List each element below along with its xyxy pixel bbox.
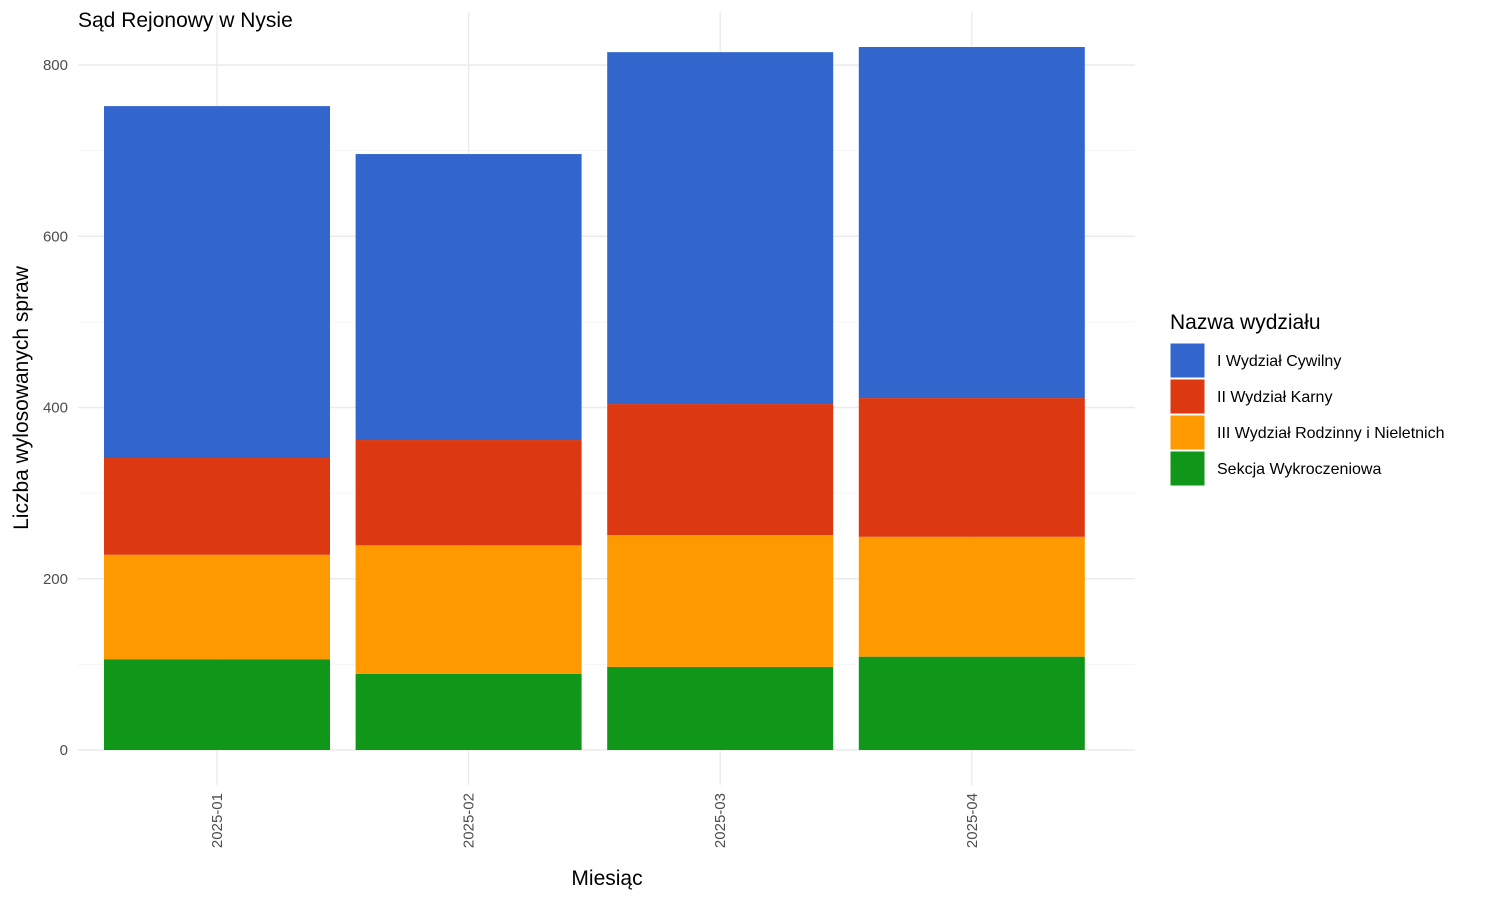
legend-key <box>1169 414 1206 451</box>
x-tick-label: 2025-02 <box>461 793 478 848</box>
bar-segment <box>858 47 1085 399</box>
legend-key <box>1169 378 1206 415</box>
legend-label: II Wydział Karny <box>1217 389 1332 406</box>
bars-group <box>104 47 1085 750</box>
bar-segment <box>104 106 330 459</box>
y-axis-ticks: 0 200 400 600 800 <box>43 57 68 759</box>
bar-segment <box>607 535 834 667</box>
legend: Nazwa wydziału I Wydział Cywilny II Wydzi… <box>1169 311 1445 487</box>
y-tick-label: 400 <box>43 400 68 417</box>
chart-title: Sąd Rejonowy w Nysie <box>78 9 293 32</box>
y-tick-label: 0 <box>60 742 68 759</box>
y-axis-title: Liczba wylosowanych spraw <box>10 265 33 530</box>
bar-segment <box>355 154 582 441</box>
legend-label: I Wydział Cywilny <box>1217 353 1341 370</box>
x-axis-ticks: 2025-01 2025-02 2025-03 2025-04 <box>209 793 981 848</box>
x-tick-label: 2025-01 <box>209 793 226 848</box>
bar-segment <box>858 656 1085 750</box>
legend-key <box>1169 342 1206 379</box>
bar-segment <box>607 404 834 536</box>
bar-segment <box>607 52 834 405</box>
y-tick-label: 800 <box>43 57 68 74</box>
y-tick-label: 200 <box>43 571 68 588</box>
bar-segment <box>858 398 1085 537</box>
bar-segment <box>104 554 330 660</box>
legend-label: III Wydział Rodzinny i Nieletnich <box>1217 425 1445 442</box>
bar-segment <box>104 659 330 750</box>
bar-segment <box>104 458 330 555</box>
legend-key <box>1169 450 1206 487</box>
bar-segment <box>355 673 582 750</box>
bar-segment <box>858 536 1085 657</box>
x-tick-label: 2025-04 <box>964 793 981 848</box>
x-axis-title: Miesiąc <box>571 867 642 890</box>
x-tick-label: 2025-03 <box>712 793 729 848</box>
bar-segment <box>607 666 834 750</box>
legend-label: Sekcja Wykroczeniowa <box>1217 461 1381 478</box>
y-tick-label: 600 <box>43 228 68 245</box>
bar-segment <box>355 545 582 674</box>
legend-title: Nazwa wydziału <box>1170 311 1321 334</box>
bar-segment <box>355 440 582 546</box>
